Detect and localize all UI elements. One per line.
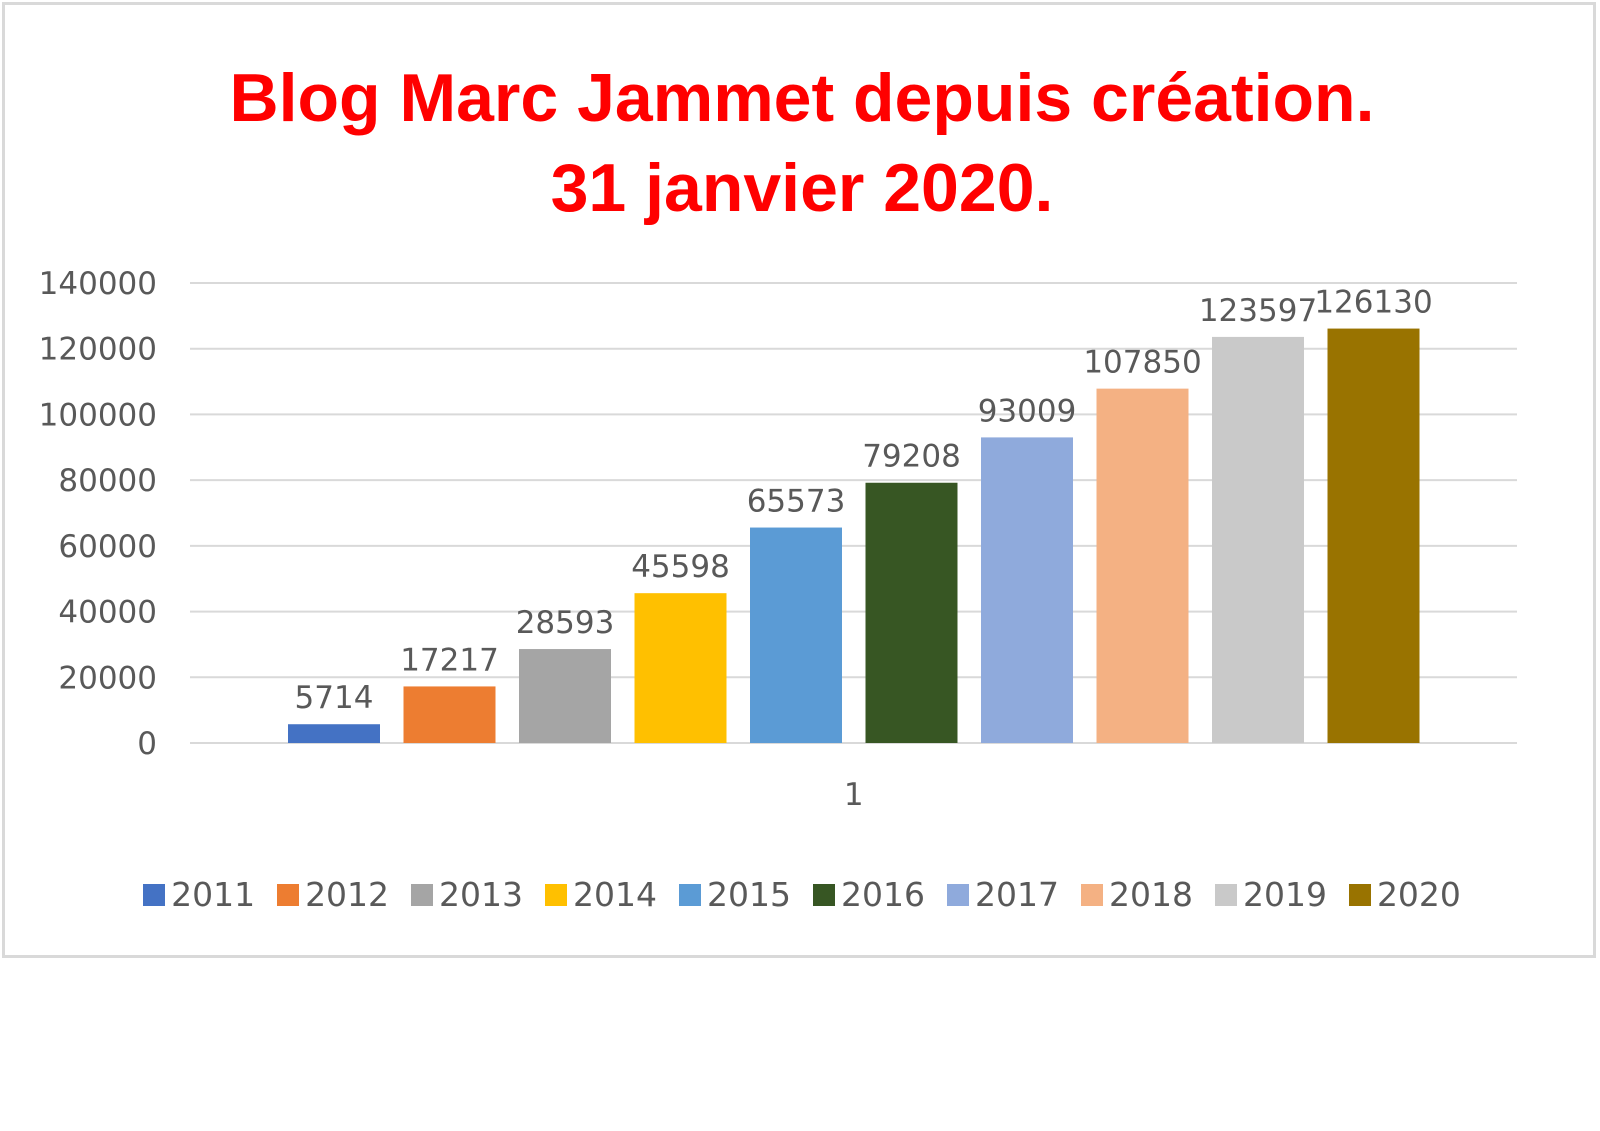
y-axis-ticks: 0 20000 40000 60000 80000 100000 120000 140000 — [39, 266, 157, 762]
data-label-2020: 126130 — [1314, 285, 1432, 321]
legend-label: 2013 — [439, 875, 524, 914]
bar-2012 — [403, 686, 496, 743]
y-tick-label: 40000 — [58, 595, 157, 631]
legend-swatch — [813, 884, 835, 906]
data-label-2012: 17217 — [400, 642, 499, 678]
bar-2014 — [634, 593, 727, 743]
legend-swatch — [277, 884, 300, 906]
legend-label: 2011 — [171, 875, 256, 914]
bar-2016 — [865, 482, 958, 743]
data-labels: 5714 17217 28593 45598 65573 79208 93009107850… — [295, 285, 1433, 717]
y-tick-label: 0 — [137, 726, 157, 762]
x-tick-label: 1 — [844, 777, 864, 813]
data-label-2016: 79208 — [862, 439, 961, 475]
chart-title-line-2: 31 janvier 2020. — [550, 150, 1054, 226]
legend-label: 2014 — [573, 875, 658, 914]
legend-item-2018: 2018 — [1080, 875, 1193, 914]
y-tick-label: 140000 — [39, 266, 157, 302]
legend-swatch — [1214, 884, 1237, 906]
legend-swatch — [545, 884, 568, 906]
legend-swatch — [946, 884, 969, 906]
bar-2019 — [1212, 336, 1304, 743]
legend-label: 2015 — [707, 875, 791, 914]
legend-label: 2012 — [305, 875, 390, 914]
chart-title: Blog Marc Jammet depuis création. 31 jan… — [5, 53, 1599, 233]
bar-2011 — [288, 724, 380, 743]
legend-label: 2020 — [1376, 875, 1461, 914]
legend-swatch — [1348, 884, 1371, 906]
bar-2020 — [1327, 328, 1420, 743]
legend-swatch — [679, 884, 702, 906]
gridlines — [190, 282, 1517, 744]
bar-2015 — [750, 527, 842, 743]
legend-item-2019: 2019 — [1214, 875, 1327, 914]
data-label-2018: 107850 — [1083, 345, 1201, 381]
legend-swatch — [1080, 884, 1103, 906]
data-label-2017: 93009 — [978, 393, 1077, 429]
legend-label: 2019 — [1242, 875, 1327, 914]
legend-item-2020: 2020 — [1348, 875, 1461, 914]
bar-2018 — [1096, 388, 1189, 743]
y-tick-label: 120000 — [39, 332, 157, 368]
legend-item-2014: 2014 — [545, 877, 657, 913]
data-label-2011: 5714 — [295, 680, 374, 716]
bar-2017 — [981, 437, 1073, 743]
bars — [288, 328, 1420, 743]
y-tick-label: 60000 — [58, 529, 157, 565]
legend-label: 2018 — [1108, 875, 1193, 914]
plot-area: 020000400006000080000100000120000140000 … — [39, 266, 1517, 813]
chart-frame: Blog Marc Jammet depuis création. 31 jan… — [2, 2, 1596, 958]
legend: 2011 2012 2013 2014 2015 2016 2017 2018 2019 2020 — [5, 877, 1599, 913]
legend-label: 2017 — [974, 875, 1059, 914]
data-label-2019: 123597 — [1199, 293, 1317, 329]
legend-item-2012: 2012 — [277, 877, 389, 913]
chart-title-line-1: Blog Marc Jammet depuis création. — [229, 60, 1375, 136]
legend-item-2016: 2016 — [813, 877, 925, 913]
data-label-2015: 65573 — [747, 484, 846, 520]
legend-swatch — [411, 884, 434, 906]
legend-label: 2016 — [841, 875, 925, 914]
legend-item-2013: 2013 — [411, 877, 523, 913]
x-axis-ticks: 1 — [844, 777, 864, 813]
legend-item-2015: 2015 — [679, 877, 791, 913]
legend-item-2017: 2017 — [946, 875, 1059, 914]
y-tick-label: 20000 — [58, 660, 157, 696]
data-label-2013: 28593 — [516, 605, 615, 641]
y-tick-label: 100000 — [39, 397, 157, 433]
legend-item-2011: 2011 — [143, 877, 255, 913]
y-tick-label: 80000 — [58, 463, 157, 499]
data-label-2014: 45598 — [631, 549, 730, 585]
legend-swatch — [143, 884, 166, 906]
bar-2013 — [519, 649, 611, 743]
